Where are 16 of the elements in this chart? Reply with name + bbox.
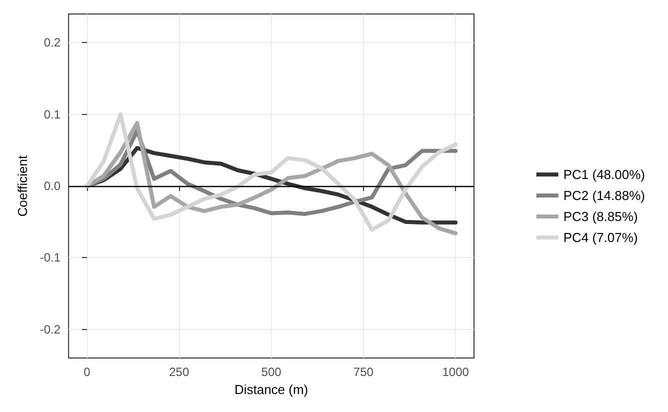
x-axis-title: Distance (m) <box>234 382 308 397</box>
y-tick-label: -0.2 <box>40 322 61 336</box>
y-tick-label: -0.1 <box>40 250 61 265</box>
legend-label: PC4 (7.07%) <box>563 230 638 245</box>
legend-label: PC3 (8.85%) <box>563 209 638 224</box>
x-tick-label: 1000 <box>442 365 470 379</box>
x-tick-label: 500 <box>261 365 282 379</box>
y-tick-label: 0.2 <box>44 36 61 50</box>
x-tick-label: 0 <box>84 365 91 379</box>
x-tick-label: 250 <box>169 365 190 379</box>
x-tick-label: 750 <box>353 365 374 379</box>
y-tick-label: 0.1 <box>44 107 61 122</box>
y-axis-title: Coefficient <box>15 155 30 217</box>
legend-label: PC1 (48.00%) <box>563 167 646 182</box>
legend-label: PC2 (14.88%) <box>563 188 646 203</box>
y-tick-label: 0.0 <box>44 179 61 193</box>
